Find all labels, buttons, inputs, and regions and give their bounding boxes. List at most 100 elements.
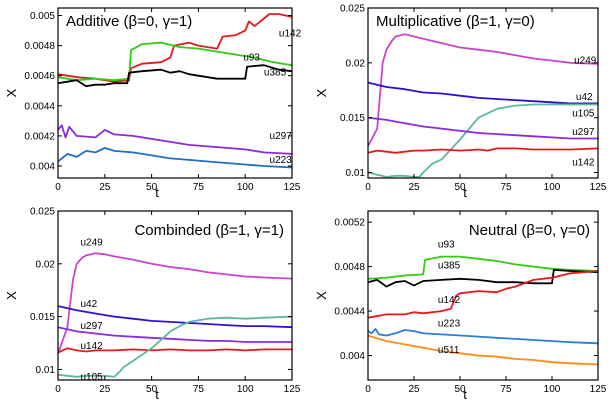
series-label-u223: u223 [270,155,293,166]
series-group [58,252,292,378]
series-line-u385 [368,268,598,288]
x-tick-label: 75 [193,182,205,193]
y-tick-label: 0.025 [30,207,55,218]
series-line-u511 [368,334,598,366]
x-tick-label: 100 [544,384,561,395]
series-line-u249 [368,33,598,147]
x-tick-label: 50 [454,182,466,193]
x-tick-label: 100 [237,384,254,395]
x-tick-label: 0 [365,384,371,395]
series-label-u142: u142 [438,295,461,306]
y-tick-label: 0.0048 [334,262,365,273]
plot-frame [367,210,599,381]
x-tick-label: 0 [55,182,61,193]
series-group [368,33,598,178]
y-tick-label: 0.025 [340,4,365,15]
x-tick-label: 25 [408,182,420,193]
y-tick-label: 0.005 [30,11,55,22]
series-line-u105 [368,103,598,178]
series-line-u142 [58,347,292,354]
series-label-u142: u142 [80,341,103,352]
y-axis-label: X [4,88,19,97]
y-tick-label: 0.0044 [24,101,55,112]
x-tick-label: 25 [99,384,111,395]
x-tick-label: 125 [284,384,301,395]
series-label-u249: u249 [80,238,103,249]
y-tick-label: 0.0046 [24,71,55,82]
x-tick-label: 125 [590,384,607,395]
series-line-u223 [58,146,292,169]
series-line-u223 [368,327,598,345]
x-tick-label: 25 [408,384,420,395]
x-tick-label: 125 [590,182,607,193]
x-axis-label: t [155,387,159,402]
series-line-u249 [58,252,292,354]
series-label-u105: u105 [572,108,595,119]
series-label-u105: u105 [80,372,103,383]
y-axis-label: X [314,291,329,300]
series-line-u93 [58,41,292,82]
x-tick-label: 0 [365,182,371,193]
series-line-u42 [368,81,598,105]
series-label-u93: u93 [243,53,260,64]
x-tick-label: 75 [193,384,205,395]
series-label-u297: u297 [270,131,293,142]
series-line-u105 [58,315,292,378]
chart-panel-1: 0 25 50 75 100 125 0.004 0.0042 0.0044 0.0046 0.00… [4,7,302,200]
series-line-u297 [368,116,598,140]
series-label-u142: u142 [279,29,302,40]
y-tick-label: 0.0042 [24,131,55,142]
x-axis-label: t [463,387,467,402]
y-tick-label: 0.01 [346,168,366,179]
x-tick-label: 0 [55,384,61,395]
y-tick-label: 0.0044 [334,307,365,318]
series-line-u142 [368,147,598,154]
series-line-u297 [58,124,292,155]
plot-frame [57,7,293,179]
series-label-u142: u142 [572,158,595,169]
series-label-u385: u385 [438,260,461,271]
y-tick-label: 0.02 [346,58,366,69]
panel-title: Multiplicative (β=1, γ=0) [376,13,535,30]
series-line-u42 [58,305,292,329]
y-tick-label: 0.02 [36,259,56,270]
x-tick-label: 75 [500,182,512,193]
y-tick-label: 0.015 [30,312,55,323]
x-axis-label: t [463,185,467,200]
y-tick-label: 0.0052 [334,218,365,229]
series-label-u93: u93 [438,239,455,250]
series-line-u297 [58,326,292,343]
x-tick-label: 50 [146,182,158,193]
series-label-u223: u223 [438,318,461,329]
chart-panel-3: 0 25 50 75 100 125 0.01 0.015 0.02 0.025 t X Combind… [4,207,301,403]
x-tick-label: 125 [284,182,301,193]
series-label-u385: u385 [264,68,287,79]
series-label-u42: u42 [80,299,97,310]
x-axis-label: t [155,185,159,200]
x-tick-label: 50 [146,384,158,395]
x-tick-label: 25 [99,182,111,193]
chart-panel-4: 0 25 50 75 100 125 0.004 0.0044 0.0048 0.0052 t X Ne… [314,210,607,402]
series-group [368,255,598,366]
series-line-u385 [58,64,292,88]
series-label-u297: u297 [80,321,103,332]
y-axis-label: X [4,291,19,300]
series-label-u511: u511 [438,345,460,356]
plot-frame [57,210,293,381]
panel-title: Neutral (β=0, γ=0) [469,222,590,239]
chart-panel-2: 0 25 50 75 100 125 0.01 0.015 0.02 0.025 t X Multipl… [314,4,607,201]
panel-title: Combinded (β=1, γ=1) [134,222,284,239]
series-line-u142 [58,13,292,83]
y-tick-label: 0.0048 [24,41,55,52]
panel-title: Additive (β=0, γ=1) [66,13,192,30]
series-label-u297: u297 [572,127,595,138]
series-label-u42: u42 [576,92,593,103]
series-line-u142 [368,270,598,319]
x-tick-label: 100 [237,182,254,193]
series-label-u249: u249 [574,56,597,67]
y-tick-label: 0.004 [340,351,365,362]
y-tick-label: 0.004 [30,161,55,172]
x-tick-label: 75 [500,384,512,395]
plot-frame [367,7,599,179]
